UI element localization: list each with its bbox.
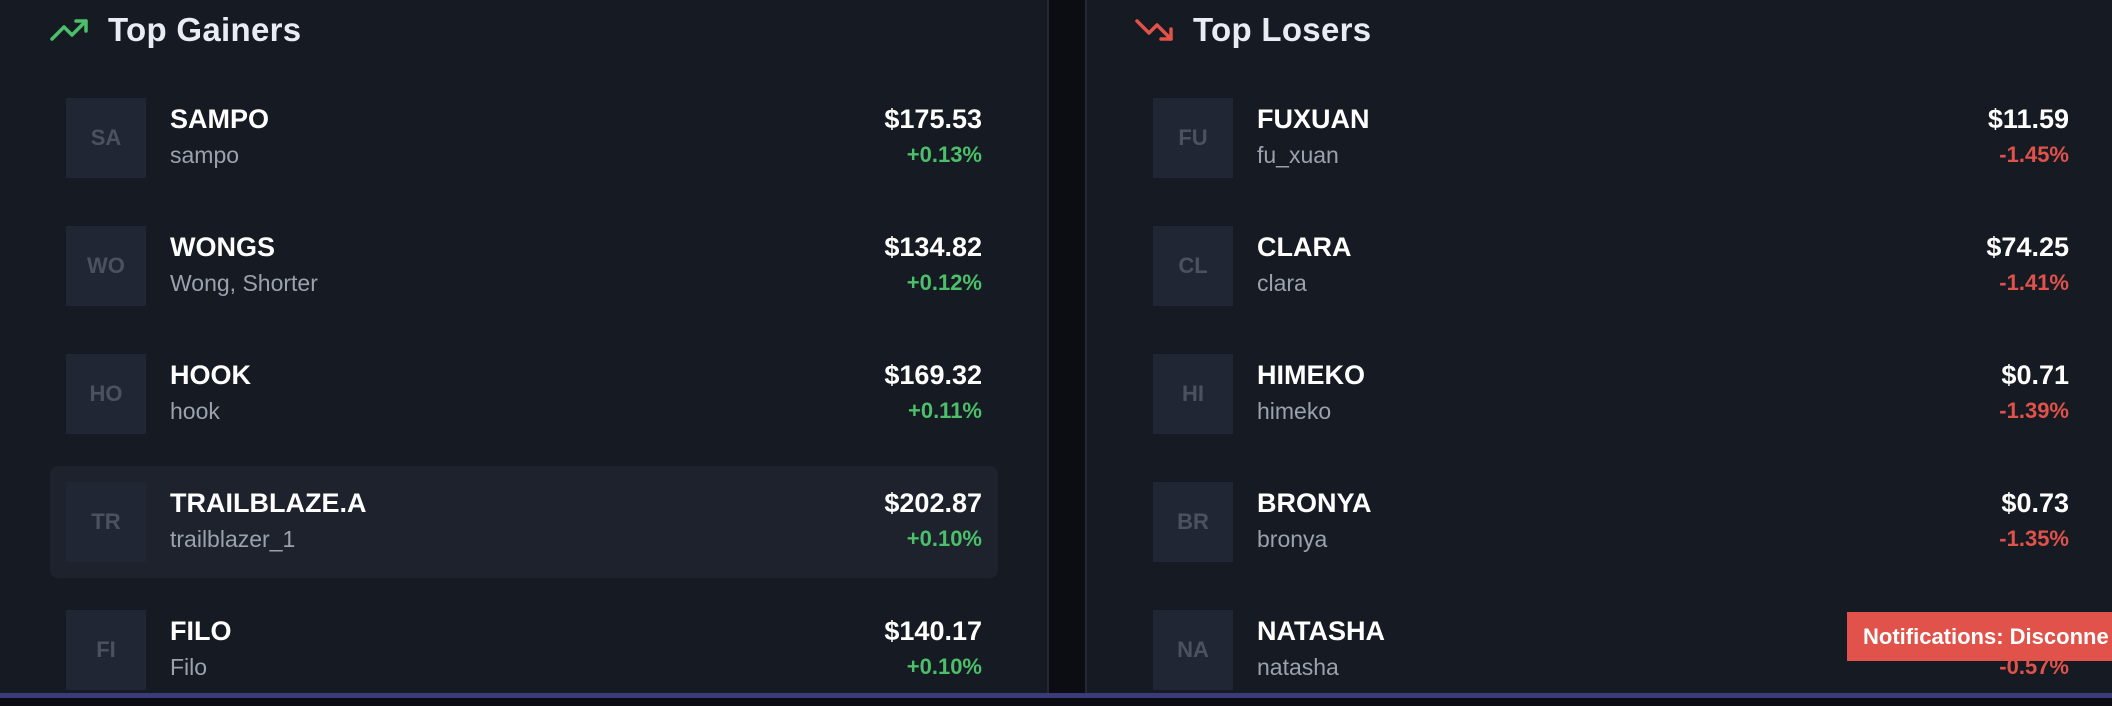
stock-ticker: FILO bbox=[170, 616, 232, 646]
stock-row[interactable]: HI HIMEKO himeko $0.71 -1.39% bbox=[1137, 338, 2085, 450]
top-losers-header: Top Losers bbox=[1135, 8, 1371, 52]
stock-name: bronya bbox=[1257, 526, 1328, 552]
stock-change: +0.12% bbox=[906, 270, 982, 295]
stock-ticker: TRAILBLAZE.A bbox=[170, 488, 367, 518]
top-gainers-title: Top Gainers bbox=[108, 11, 302, 48]
trending-up-icon bbox=[50, 19, 88, 41]
top-losers-title: Top Losers bbox=[1193, 11, 1372, 48]
stock-avatar: FU bbox=[1153, 98, 1233, 178]
stock-name: clara bbox=[1257, 270, 1307, 296]
stock-change: +0.11% bbox=[907, 398, 982, 423]
notification-toast[interactable]: Notifications: Disconne bbox=[1847, 612, 2112, 661]
stock-row[interactable]: FU FUXUAN fu_xuan $11.59 -1.45% bbox=[1137, 82, 2085, 194]
stock-name: Filo bbox=[170, 654, 208, 680]
stock-change: -1.41% bbox=[1999, 270, 2069, 295]
stock-avatar: NA bbox=[1153, 610, 1233, 690]
stock-row[interactable]: CL CLARA clara $74.25 -1.41% bbox=[1137, 210, 2085, 322]
stock-avatar: HI bbox=[1153, 354, 1233, 434]
stock-row[interactable]: TR TRAILBLAZE.A trailblazer_1 $202.87 +0.10% bbox=[50, 466, 998, 578]
stock-price: $169.32 bbox=[884, 360, 982, 390]
stock-name: fu_xuan bbox=[1257, 142, 1339, 168]
stock-change: -1.39% bbox=[1999, 398, 2069, 423]
stock-avatar: TR bbox=[66, 482, 146, 562]
stock-avatar: FI bbox=[66, 610, 146, 690]
stock-change: +0.10% bbox=[906, 654, 982, 679]
stock-row[interactable]: BR BRONYA bronya $0.73 -1.35% bbox=[1137, 466, 2085, 578]
stock-name: natasha bbox=[1257, 654, 1339, 680]
stock-name: Wong, Shorter bbox=[170, 270, 318, 296]
stock-price: $202.87 bbox=[884, 488, 982, 518]
stock-price: $0.71 bbox=[2001, 360, 2069, 390]
stock-ticker: HOOK bbox=[170, 360, 251, 390]
stock-row[interactable]: SA SAMPO sampo $175.53 +0.13% bbox=[50, 82, 998, 194]
stock-change: +0.13% bbox=[906, 142, 982, 167]
stock-row[interactable]: FI FILO Filo $140.17 +0.10% bbox=[50, 594, 998, 706]
stock-ticker: FUXUAN bbox=[1257, 104, 1370, 134]
stock-price: $74.25 bbox=[1986, 232, 2069, 262]
stock-ticker: NATASHA bbox=[1257, 616, 1385, 646]
stock-ticker: WONGS bbox=[170, 232, 275, 262]
stock-name: sampo bbox=[170, 142, 240, 168]
stock-price: $0.73 bbox=[2001, 488, 2069, 518]
stock-price: $175.53 bbox=[884, 104, 982, 134]
bottom-divider bbox=[0, 693, 2112, 698]
stock-name: himeko bbox=[1257, 398, 1332, 424]
top-losers-panel: Top Losers FU FUXUAN fu_xuan $11.59 -1.45% CL… bbox=[1085, 0, 2112, 693]
stock-row[interactable]: WO WONGS Wong, Shorter $134.82 +0.12% bbox=[50, 210, 998, 322]
stock-avatar: HO bbox=[66, 354, 146, 434]
stock-price: $11.59 bbox=[1987, 104, 2069, 134]
stock-change: -1.35% bbox=[1999, 526, 2069, 551]
stock-row[interactable]: HO HOOK hook $169.32 +0.11% bbox=[50, 338, 998, 450]
stock-change: +0.10% bbox=[906, 526, 982, 551]
stock-avatar: CL bbox=[1153, 226, 1233, 306]
stock-avatar: BR bbox=[1153, 482, 1233, 562]
stock-ticker: HIMEKO bbox=[1257, 360, 1365, 390]
stock-ticker: CLARA bbox=[1257, 232, 1352, 262]
stock-ticker: BRONYA bbox=[1257, 488, 1372, 518]
stock-name: hook bbox=[170, 398, 220, 424]
stock-name: trailblazer_1 bbox=[170, 526, 296, 552]
stock-avatar: WO bbox=[66, 226, 146, 306]
top-gainers-panel: Top Gainers SA SAMPO sampo $175.53 +0.13% WO W… bbox=[0, 0, 1049, 693]
stock-avatar: SA bbox=[66, 98, 146, 178]
trending-down-icon bbox=[1135, 19, 1173, 41]
stock-change: -1.45% bbox=[1999, 142, 2069, 167]
stock-ticker: SAMPO bbox=[170, 104, 270, 134]
stock-price: $140.17 bbox=[884, 616, 982, 646]
top-gainers-header: Top Gainers bbox=[50, 8, 301, 52]
stock-price: $134.82 bbox=[884, 232, 982, 262]
